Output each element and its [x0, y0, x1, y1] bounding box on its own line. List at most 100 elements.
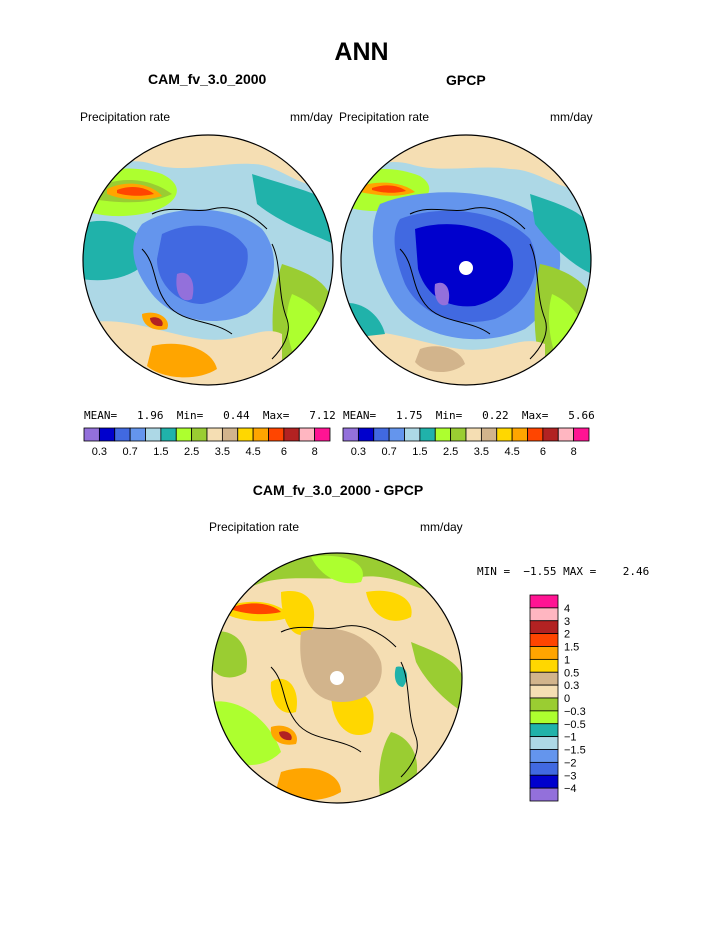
colorbar-swatch [529, 723, 559, 738]
page-title: ANN [334, 38, 389, 66]
colorbar-tick-label: 3.5 [474, 446, 489, 458]
colorbar-swatch [388, 427, 405, 442]
colorbar-swatch [221, 427, 239, 442]
diff-panel-title: CAM_fv_3.0_2000 - GPCP [252, 482, 424, 498]
colorbar-tick-label: 1 [564, 654, 570, 666]
colorbar-swatch [268, 427, 285, 442]
colorbar-tick-label: 0.3 [92, 446, 107, 458]
colorbar-tick-label: 3.5 [215, 446, 230, 458]
colorbar-tick-label: −3 [564, 770, 577, 782]
colorbar-swatch [529, 774, 559, 789]
pole-marker [459, 261, 473, 275]
colorbar-tick-label: 4.5 [504, 446, 519, 458]
panel2-stats: MEAN= 1.75 Min= 0.22 Max= 5.66 [343, 409, 595, 422]
colorbar-tick-label: −4 [564, 783, 577, 795]
colorbar-swatch [496, 427, 513, 442]
colorbar-swatch [404, 427, 421, 442]
colorbar-swatch [98, 427, 116, 442]
colorbar-tick-label: 6 [540, 446, 546, 458]
colorbar-swatch [529, 658, 559, 673]
colorbar-swatch [191, 427, 208, 442]
colorbar-swatch [434, 427, 452, 442]
colorbar-swatch [145, 427, 162, 442]
colorbar-tick-label: 0.3 [351, 446, 366, 458]
colorbar-tick-label: 0.7 [122, 446, 137, 458]
diff-pole-marker [330, 671, 344, 685]
colorbar-swatch [529, 607, 559, 622]
colorbar-swatch [529, 749, 559, 763]
colorbar-swatch [298, 427, 316, 442]
panel2-units-label: mm/day [550, 110, 593, 124]
colorbar-swatch [529, 620, 559, 635]
colorbar-swatch [542, 427, 559, 442]
colorbar-swatch [529, 633, 559, 647]
colorbar-swatch [373, 427, 390, 442]
colorbar-tick-label: −1 [564, 732, 577, 744]
diff-stats: MIN = −1.55 MAX = 2.46 [477, 565, 650, 578]
panel1-colorbar: 0.3 0.7 1.5 2.5 3.5 4.5 6 8 [83, 427, 331, 458]
colorbar-swatch [511, 427, 528, 442]
colorbar-swatch [527, 427, 544, 442]
diff-units-label: mm/day [420, 520, 463, 534]
colorbar-tick-label: 4.5 [245, 446, 260, 458]
colorbar-swatch [557, 427, 575, 442]
panel2-variable-label: Precipitation rate [339, 110, 430, 124]
panel2-polar-map [340, 134, 592, 386]
colorbar-swatch [529, 594, 559, 609]
colorbar-swatch [529, 736, 559, 750]
colorbar-swatch [529, 761, 559, 776]
panel1-title: CAM_fv_3.0_2000 [148, 71, 267, 87]
colorbar-tick-label: 1.5 [153, 446, 168, 458]
colorbar-swatch [529, 710, 559, 725]
colorbar-tick-label: −1.5 [564, 745, 586, 757]
colorbar-tick-label: 1.5 [412, 446, 427, 458]
colorbar-tick-label: 1.5 [564, 642, 579, 654]
colorbar-tick-label: 2.5 [443, 446, 458, 458]
colorbar-swatch [357, 427, 375, 442]
panel1-units-label: mm/day [290, 110, 333, 124]
colorbar-tick-label: 2.5 [184, 446, 199, 458]
colorbar-swatch [529, 671, 559, 686]
colorbar-tick-label: −0.3 [564, 706, 586, 718]
colorbar-swatch [573, 427, 590, 442]
colorbar-swatch [529, 787, 559, 802]
colorbar-tick-label: 0 [564, 693, 570, 705]
panel1-stats: MEAN= 1.96 Min= 0.44 Max= 7.12 [84, 409, 336, 422]
colorbar-swatch [129, 427, 146, 442]
colorbar-swatch [529, 646, 559, 660]
colorbar-swatch [529, 684, 559, 699]
colorbar-swatch [175, 427, 193, 442]
colorbar-swatch [419, 427, 436, 442]
panel2-colorbar: 0.3 0.7 1.5 2.5 3.5 4.5 6 8 [342, 427, 590, 458]
colorbar-swatch [480, 427, 498, 442]
colorbar-tick-label: 0.7 [381, 446, 396, 458]
diff-variable-label: Precipitation rate [209, 520, 300, 534]
colorbar-tick-label: 8 [571, 446, 577, 458]
panel1-polar-map [82, 134, 334, 386]
colorbar-swatch [465, 427, 482, 442]
panel1-variable-label: Precipitation rate [80, 110, 171, 124]
colorbar-swatch [237, 427, 254, 442]
colorbar-swatch [283, 427, 300, 442]
colorbar-tick-label: −2 [564, 757, 577, 769]
colorbar-tick-label: 8 [312, 446, 318, 458]
colorbar-swatch [450, 427, 467, 442]
colorbar-swatch [342, 427, 359, 442]
colorbar-tick-label: 0.5 [564, 667, 579, 679]
colorbar-tick-label: 3 [564, 616, 570, 628]
panel2-title: GPCP [446, 72, 486, 88]
diff-polar-map [211, 552, 463, 804]
colorbar-swatch [114, 427, 131, 442]
colorbar-swatch [160, 427, 177, 442]
colorbar-tick-label: −0.5 [564, 719, 586, 731]
colorbar-tick-label: 2 [564, 629, 570, 641]
colorbar-swatch [314, 427, 331, 442]
colorbar-tick-label: 0.3 [564, 680, 579, 692]
colorbar-tick-label: 6 [281, 446, 287, 458]
colorbar-swatch [206, 427, 223, 442]
colorbar-swatch [529, 697, 559, 712]
colorbar-swatch [83, 427, 100, 442]
colorbar-swatch [252, 427, 269, 442]
colorbar-tick-label: 4 [564, 603, 570, 615]
